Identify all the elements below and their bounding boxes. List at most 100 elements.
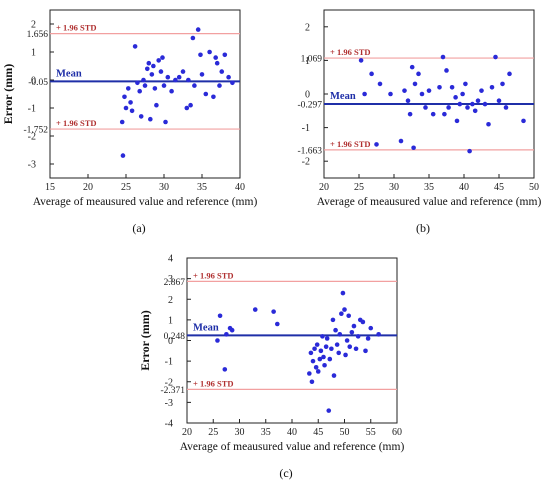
x-tick-label: 50: [529, 182, 539, 193]
data-point: [188, 102, 193, 108]
data-point: [148, 116, 153, 122]
lower-std-value-label: -1.752: [23, 126, 48, 136]
data-point: [203, 91, 209, 97]
data-point: [412, 81, 418, 87]
data-point: [507, 71, 512, 77]
y-axis-label: Error (mm): [138, 310, 152, 371]
upper-std-value-label: 1.656: [27, 30, 49, 40]
data-point: [334, 342, 340, 347]
x-tick-label: 20: [83, 182, 93, 193]
data-point: [407, 111, 413, 117]
data-point: [368, 325, 374, 331]
y-tick-label: -1: [302, 123, 310, 134]
data-point: [149, 72, 155, 77]
data-point: [398, 138, 404, 144]
data-point: [222, 52, 228, 58]
data-point: [340, 290, 346, 296]
data-point: [142, 83, 148, 88]
x-axis-label: Average of meausured value and reference…: [317, 196, 542, 208]
x-tick-label: 60: [392, 427, 402, 438]
y-tick-label: 4: [168, 254, 173, 265]
data-point: [312, 346, 317, 352]
data-point: [307, 371, 312, 376]
x-tick-label: 55: [366, 427, 376, 438]
data-point: [141, 77, 146, 83]
data-point: [132, 44, 138, 49]
x-tick-label: 50: [340, 427, 350, 438]
data-point: [144, 66, 150, 72]
panel-caption: (c): [279, 466, 292, 480]
x-tick-label: 25: [354, 182, 364, 193]
data-point: [440, 54, 446, 60]
data-point: [163, 119, 168, 125]
upper-std-value-label: 2.867: [164, 278, 186, 288]
data-point: [125, 86, 131, 91]
x-axis-label: Average of meausured value and reference…: [180, 441, 405, 453]
data-point: [472, 108, 478, 114]
data-point: [349, 329, 355, 335]
data-point: [374, 142, 379, 147]
x-tick-label: 40: [287, 427, 297, 438]
data-point: [500, 81, 505, 87]
data-point: [224, 332, 229, 337]
data-point: [137, 88, 142, 94]
y-tick-label: -4: [165, 419, 173, 430]
data-point: [402, 88, 407, 93]
data-point: [489, 84, 495, 90]
data-point: [333, 327, 338, 333]
data-point: [230, 80, 235, 86]
data-point: [199, 72, 205, 77]
data-point: [151, 63, 156, 69]
data-point: [324, 336, 330, 341]
data-point: [128, 100, 133, 105]
data-point: [229, 327, 235, 333]
y-tick-label: -2: [302, 157, 310, 168]
x-tick-label: 40: [459, 182, 469, 193]
data-point: [169, 88, 174, 94]
upper-std-label: + 1.96 STD: [56, 23, 97, 33]
data-point: [176, 74, 182, 80]
data-point: [215, 338, 220, 343]
chart-panel-3: 20 25 30 35 40 45 50 55 60 -4 -3 -2 -1 0 1 2 3 4 2.867 -2.3…: [138, 254, 404, 481]
data-point: [388, 91, 393, 97]
mean-label: Mean: [193, 322, 219, 333]
data-point: [310, 358, 316, 364]
data-point: [219, 69, 225, 74]
data-point: [308, 350, 314, 356]
mean-value-label: -0.05: [28, 78, 48, 88]
data-point: [363, 348, 368, 354]
data-point: [486, 121, 491, 127]
data-point: [409, 64, 415, 70]
y-tick-label: 0: [305, 90, 310, 101]
lower-std-label: + 1.96 STD: [56, 118, 97, 128]
data-point: [419, 91, 425, 97]
lower-std-label: + 1.96 STD: [330, 139, 371, 149]
data-point: [156, 58, 161, 63]
y-tick-label: 0: [31, 76, 36, 87]
data-point: [314, 342, 320, 347]
data-point: [315, 369, 321, 374]
mean-value-label: -0.297: [297, 100, 322, 110]
data-point: [479, 88, 484, 93]
data-point: [327, 356, 333, 362]
data-point: [442, 111, 447, 117]
data-point: [351, 323, 357, 329]
data-point: [482, 101, 488, 107]
panel-caption: (b): [416, 221, 430, 235]
data-point: [449, 84, 455, 90]
mean-value-label: 0.248: [164, 332, 186, 342]
x-tick-label: 20: [319, 182, 329, 193]
y-tick-label: -3: [28, 160, 36, 171]
upper-std-label: + 1.96 STD: [330, 47, 371, 57]
y-tick-label: 0: [168, 336, 173, 347]
y-tick-label: -3: [165, 398, 173, 409]
data-point: [198, 52, 203, 58]
y-tick-label: 1: [168, 315, 173, 326]
data-point: [146, 60, 152, 66]
upper-std-value-label: 1.069: [301, 55, 323, 65]
x-tick-label: 35: [261, 427, 271, 438]
data-point: [161, 83, 167, 88]
data-point: [457, 101, 463, 107]
lower-std-label: + 1.96 STD: [193, 378, 234, 388]
data-point: [377, 81, 383, 87]
